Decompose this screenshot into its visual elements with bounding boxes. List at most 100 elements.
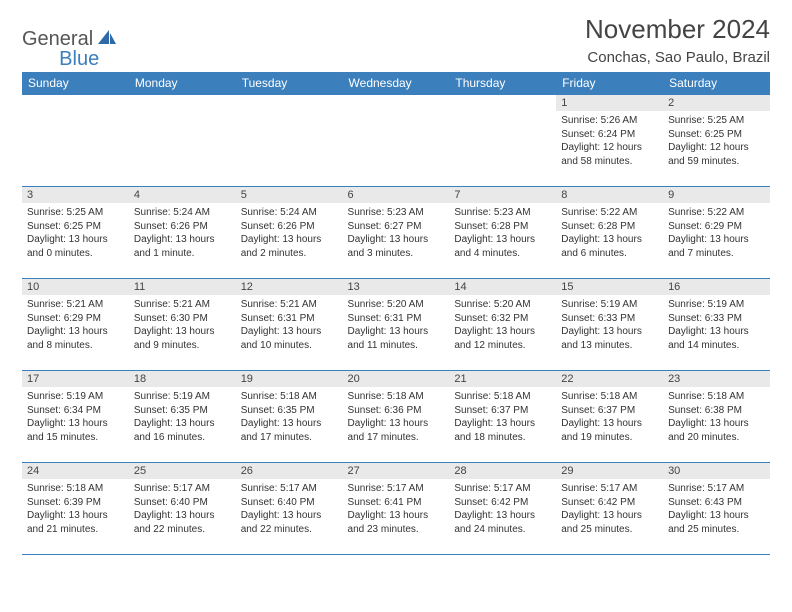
sunrise-text: Sunrise: 5:25 AM [27,206,124,220]
calendar-cell: 29Sunrise: 5:17 AMSunset: 6:42 PMDayligh… [556,463,663,555]
daylight-text: Daylight: 13 hours and 17 minutes. [241,417,338,444]
day-number: 29 [556,463,663,479]
daylight-text: Daylight: 13 hours and 25 minutes. [561,509,658,536]
calendar-cell [129,95,236,187]
sunrise-text: Sunrise: 5:21 AM [27,298,124,312]
day-number: 7 [449,187,556,203]
day-info: Sunrise: 5:18 AMSunset: 6:36 PMDaylight:… [343,387,450,448]
day-info: Sunrise: 5:18 AMSunset: 6:38 PMDaylight:… [663,387,770,448]
day-number: 13 [343,279,450,295]
day-number: 18 [129,371,236,387]
day-number: 10 [22,279,129,295]
day-info: Sunrise: 5:19 AMSunset: 6:33 PMDaylight:… [663,295,770,356]
day-number: 8 [556,187,663,203]
sunset-text: Sunset: 6:31 PM [241,312,338,326]
header-row: General Blue November 2024 Conchas, Sao … [22,14,770,66]
calendar-cell: 11Sunrise: 5:21 AMSunset: 6:30 PMDayligh… [129,279,236,371]
calendar-cell: 10Sunrise: 5:21 AMSunset: 6:29 PMDayligh… [22,279,129,371]
day-info: Sunrise: 5:17 AMSunset: 6:41 PMDaylight:… [343,479,450,540]
sunset-text: Sunset: 6:40 PM [134,496,231,510]
calendar-cell: 9Sunrise: 5:22 AMSunset: 6:29 PMDaylight… [663,187,770,279]
day-info: Sunrise: 5:19 AMSunset: 6:34 PMDaylight:… [22,387,129,448]
sunrise-text: Sunrise: 5:18 AM [348,390,445,404]
dayname-friday: Friday [556,72,663,95]
day-info: Sunrise: 5:17 AMSunset: 6:43 PMDaylight:… [663,479,770,540]
sunset-text: Sunset: 6:25 PM [27,220,124,234]
calendar-cell: 21Sunrise: 5:18 AMSunset: 6:37 PMDayligh… [449,371,556,463]
sunrise-text: Sunrise: 5:18 AM [241,390,338,404]
day-info: Sunrise: 5:21 AMSunset: 6:31 PMDaylight:… [236,295,343,356]
calendar-cell: 16Sunrise: 5:19 AMSunset: 6:33 PMDayligh… [663,279,770,371]
calendar-week: 10Sunrise: 5:21 AMSunset: 6:29 PMDayligh… [22,279,770,371]
calendar-page: General Blue November 2024 Conchas, Sao … [0,0,792,555]
calendar-cell: 23Sunrise: 5:18 AMSunset: 6:38 PMDayligh… [663,371,770,463]
calendar-cell: 22Sunrise: 5:18 AMSunset: 6:37 PMDayligh… [556,371,663,463]
sunset-text: Sunset: 6:30 PM [134,312,231,326]
sunrise-text: Sunrise: 5:26 AM [561,114,658,128]
daylight-text: Daylight: 12 hours and 59 minutes. [668,141,765,168]
day-info: Sunrise: 5:23 AMSunset: 6:27 PMDaylight:… [343,203,450,264]
sunrise-text: Sunrise: 5:19 AM [561,298,658,312]
sunset-text: Sunset: 6:31 PM [348,312,445,326]
calendar-week: 24Sunrise: 5:18 AMSunset: 6:39 PMDayligh… [22,463,770,555]
sunset-text: Sunset: 6:41 PM [348,496,445,510]
calendar-cell: 8Sunrise: 5:22 AMSunset: 6:28 PMDaylight… [556,187,663,279]
daylight-text: Daylight: 13 hours and 19 minutes. [561,417,658,444]
daylight-text: Daylight: 13 hours and 21 minutes. [27,509,124,536]
day-info: Sunrise: 5:20 AMSunset: 6:31 PMDaylight:… [343,295,450,356]
daylight-text: Daylight: 13 hours and 14 minutes. [668,325,765,352]
sunrise-text: Sunrise: 5:17 AM [668,482,765,496]
sunset-text: Sunset: 6:37 PM [561,404,658,418]
daylight-text: Daylight: 13 hours and 12 minutes. [454,325,551,352]
calendar-week: 3Sunrise: 5:25 AMSunset: 6:25 PMDaylight… [22,187,770,279]
sunrise-text: Sunrise: 5:19 AM [134,390,231,404]
day-info: Sunrise: 5:19 AMSunset: 6:35 PMDaylight:… [129,387,236,448]
daylight-text: Daylight: 13 hours and 6 minutes. [561,233,658,260]
day-info: Sunrise: 5:24 AMSunset: 6:26 PMDaylight:… [129,203,236,264]
day-number: 16 [663,279,770,295]
sunrise-text: Sunrise: 5:23 AM [348,206,445,220]
day-number: 26 [236,463,343,479]
day-info: Sunrise: 5:17 AMSunset: 6:40 PMDaylight:… [129,479,236,540]
sunrise-text: Sunrise: 5:17 AM [561,482,658,496]
calendar-cell: 24Sunrise: 5:18 AMSunset: 6:39 PMDayligh… [22,463,129,555]
sunset-text: Sunset: 6:42 PM [454,496,551,510]
sunrise-text: Sunrise: 5:19 AM [27,390,124,404]
daylight-text: Daylight: 13 hours and 13 minutes. [561,325,658,352]
sunset-text: Sunset: 6:33 PM [561,312,658,326]
daylight-text: Daylight: 13 hours and 9 minutes. [134,325,231,352]
day-info: Sunrise: 5:17 AMSunset: 6:42 PMDaylight:… [556,479,663,540]
daylight-text: Daylight: 13 hours and 22 minutes. [134,509,231,536]
day-number: 30 [663,463,770,479]
sunset-text: Sunset: 6:26 PM [241,220,338,234]
calendar-cell: 13Sunrise: 5:20 AMSunset: 6:31 PMDayligh… [343,279,450,371]
daylight-text: Daylight: 13 hours and 0 minutes. [27,233,124,260]
calendar-cell: 20Sunrise: 5:18 AMSunset: 6:36 PMDayligh… [343,371,450,463]
day-info: Sunrise: 5:21 AMSunset: 6:30 PMDaylight:… [129,295,236,356]
sunrise-text: Sunrise: 5:18 AM [668,390,765,404]
day-info: Sunrise: 5:25 AMSunset: 6:25 PMDaylight:… [22,203,129,264]
calendar-cell: 25Sunrise: 5:17 AMSunset: 6:40 PMDayligh… [129,463,236,555]
sunset-text: Sunset: 6:38 PM [668,404,765,418]
sunset-text: Sunset: 6:37 PM [454,404,551,418]
day-number: 14 [449,279,556,295]
day-number: 15 [556,279,663,295]
day-info: Sunrise: 5:26 AMSunset: 6:24 PMDaylight:… [556,111,663,172]
day-number: 25 [129,463,236,479]
daylight-text: Daylight: 13 hours and 23 minutes. [348,509,445,536]
day-number: 1 [556,95,663,111]
daylight-text: Daylight: 13 hours and 2 minutes. [241,233,338,260]
day-number: 12 [236,279,343,295]
daylight-text: Daylight: 13 hours and 20 minutes. [668,417,765,444]
sunset-text: Sunset: 6:43 PM [668,496,765,510]
daylight-text: Daylight: 13 hours and 22 minutes. [241,509,338,536]
calendar-cell: 4Sunrise: 5:24 AMSunset: 6:26 PMDaylight… [129,187,236,279]
day-number: 3 [22,187,129,203]
daylight-text: Daylight: 12 hours and 58 minutes. [561,141,658,168]
daylight-text: Daylight: 13 hours and 7 minutes. [668,233,765,260]
calendar-cell: 18Sunrise: 5:19 AMSunset: 6:35 PMDayligh… [129,371,236,463]
daylight-text: Daylight: 13 hours and 25 minutes. [668,509,765,536]
sunrise-text: Sunrise: 5:22 AM [561,206,658,220]
daylight-text: Daylight: 13 hours and 17 minutes. [348,417,445,444]
sunrise-text: Sunrise: 5:17 AM [134,482,231,496]
